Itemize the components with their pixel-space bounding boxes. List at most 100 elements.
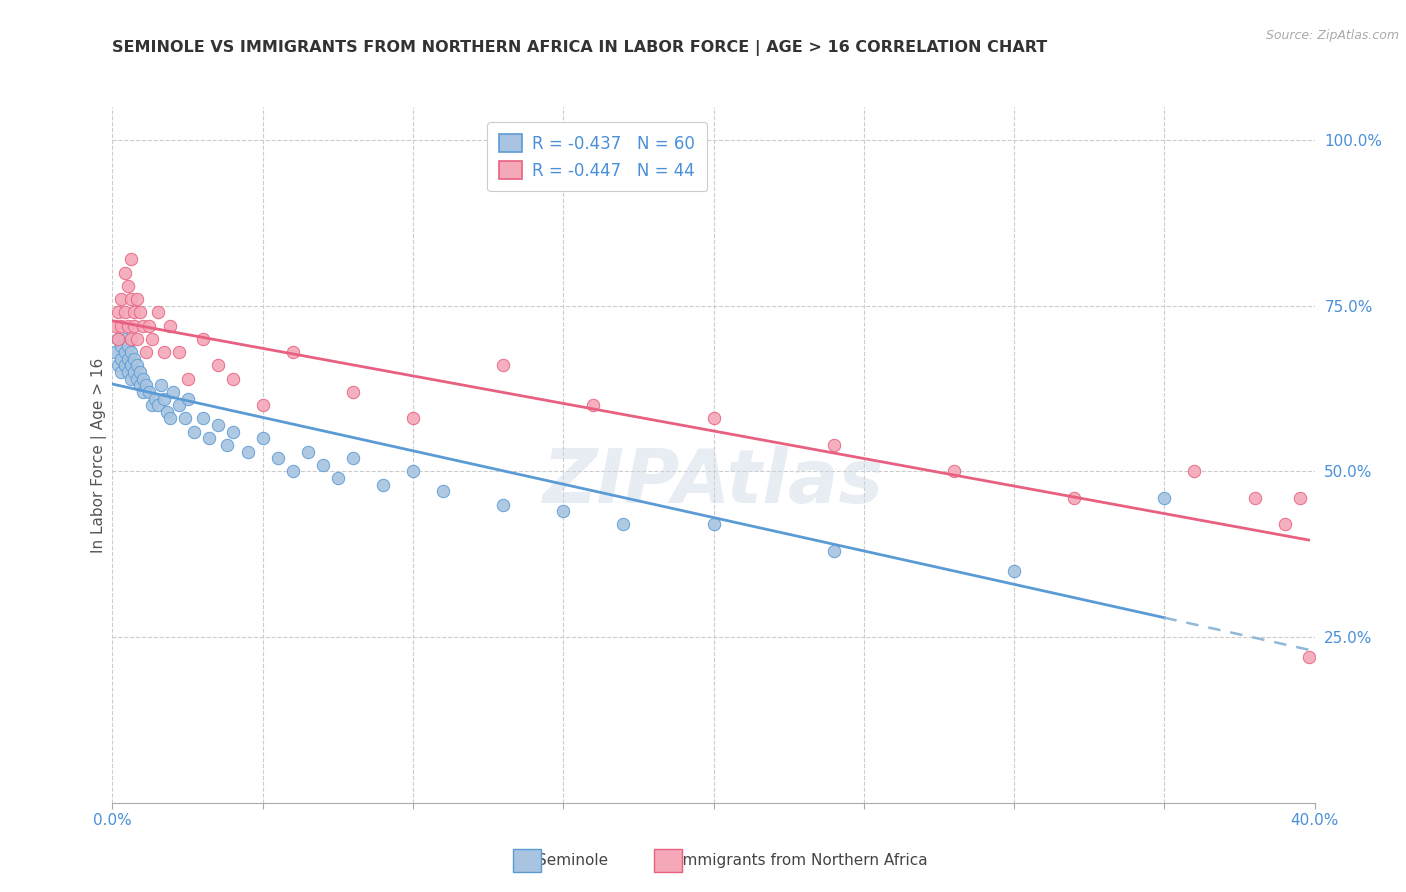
Point [107, 305, 129, 319]
Point [326, 471, 349, 485]
Point [125, 292, 148, 306]
Point [702, 411, 725, 425]
Point [135, 378, 157, 392]
Point [1274, 517, 1296, 532]
Point [117, 318, 139, 333]
Point [146, 305, 169, 319]
Point [823, 438, 845, 452]
Point [104, 318, 127, 333]
Point [122, 318, 145, 333]
Point [138, 318, 160, 333]
Text: Immigrants from Northern Africa: Immigrants from Northern Africa [678, 854, 928, 868]
Point [281, 465, 304, 479]
Point [125, 359, 148, 373]
Y-axis label: In Labor Force | Age > 16: In Labor Force | Age > 16 [90, 358, 107, 552]
Point [432, 484, 454, 499]
Point [131, 384, 153, 399]
Point [114, 345, 136, 359]
Point [110, 351, 132, 366]
Point [402, 411, 425, 425]
Point [152, 392, 174, 406]
Point [553, 504, 575, 518]
Point [1243, 491, 1265, 505]
Point [1153, 491, 1175, 505]
Point [207, 418, 229, 433]
Point [122, 365, 145, 379]
Point [152, 345, 174, 359]
Point [122, 351, 145, 366]
Text: Source: ZipAtlas.com: Source: ZipAtlas.com [1265, 29, 1399, 42]
Point [222, 425, 245, 439]
Point [191, 332, 214, 346]
Point [120, 292, 142, 306]
Point [107, 332, 129, 346]
Point [114, 266, 136, 280]
Point [371, 477, 394, 491]
Point [252, 398, 274, 412]
Point [117, 338, 139, 352]
Point [191, 411, 214, 425]
Point [582, 398, 605, 412]
Point [131, 318, 153, 333]
Point [167, 398, 190, 412]
Point [159, 411, 181, 425]
Point [107, 359, 129, 373]
Point [183, 425, 205, 439]
Point [135, 345, 157, 359]
Point [141, 398, 163, 412]
Point [312, 458, 335, 472]
Point [110, 292, 132, 306]
Point [149, 378, 172, 392]
Point [110, 338, 132, 352]
Point [176, 372, 198, 386]
Point [122, 305, 145, 319]
Point [1002, 564, 1025, 578]
Point [131, 372, 153, 386]
Point [176, 392, 198, 406]
Point [267, 451, 290, 466]
Point [143, 392, 166, 406]
Point [1288, 491, 1310, 505]
Text: ZIPAtlas: ZIPAtlas [543, 446, 884, 519]
Point [823, 544, 845, 558]
Point [120, 345, 142, 359]
Point [942, 465, 965, 479]
Point [222, 372, 245, 386]
Point [159, 318, 181, 333]
Point [120, 332, 142, 346]
Point [215, 438, 238, 452]
Point [125, 332, 148, 346]
Point [110, 365, 132, 379]
Point [167, 345, 190, 359]
Point [173, 411, 195, 425]
Point [114, 359, 136, 373]
Point [612, 517, 634, 532]
Point [125, 372, 148, 386]
Point [492, 498, 515, 512]
Point [138, 384, 160, 399]
Point [128, 305, 150, 319]
Point [107, 332, 129, 346]
Point [281, 345, 304, 359]
Point [120, 372, 142, 386]
Point [236, 444, 259, 458]
Point [492, 359, 515, 373]
Point [342, 451, 364, 466]
Point [162, 384, 184, 399]
Point [110, 318, 132, 333]
Text: Seminole: Seminole [537, 854, 609, 868]
Point [402, 465, 425, 479]
Point [128, 378, 150, 392]
Point [252, 431, 274, 445]
Legend: R = -0.437   N = 60, R = -0.447   N = 44: R = -0.437 N = 60, R = -0.447 N = 44 [488, 122, 707, 191]
Point [342, 384, 364, 399]
Point [207, 359, 229, 373]
Point [1298, 650, 1320, 665]
Point [117, 365, 139, 379]
Point [146, 398, 169, 412]
Point [1063, 491, 1085, 505]
Point [702, 517, 725, 532]
Point [120, 359, 142, 373]
Point [117, 351, 139, 366]
Text: SEMINOLE VS IMMIGRANTS FROM NORTHERN AFRICA IN LABOR FORCE | AGE > 16 CORRELATIO: SEMINOLE VS IMMIGRANTS FROM NORTHERN AFR… [112, 40, 1047, 56]
